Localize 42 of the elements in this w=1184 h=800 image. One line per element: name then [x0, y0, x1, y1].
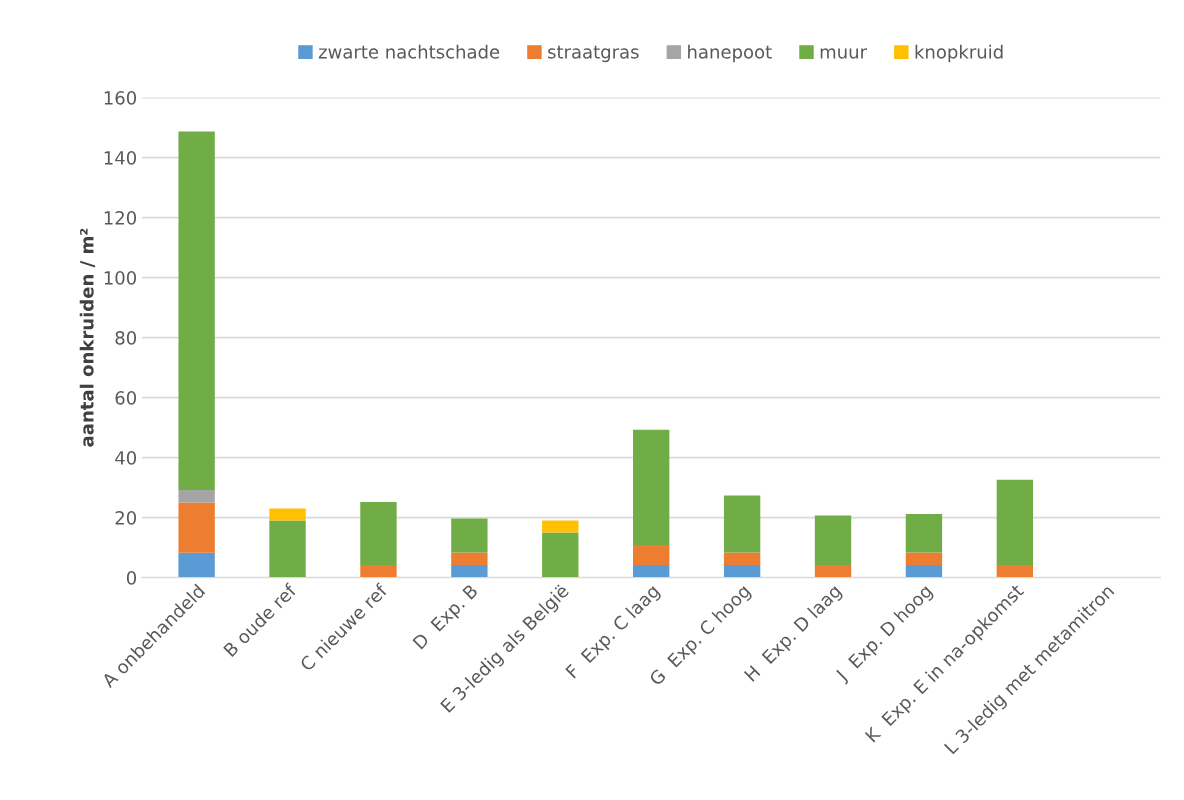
bar: [451, 552, 488, 565]
bar: [905, 565, 943, 578]
bar: [178, 131, 215, 490]
legend-label: straatgras: [548, 45, 639, 63]
y-tick-label: 40: [115, 451, 137, 465]
y-tick-label: 160: [104, 91, 137, 105]
x-tick-label: D Exp. B: [412, 583, 481, 653]
legend-label: zwarte nachtschade: [318, 44, 500, 59]
legend-label: hanepoot: [688, 44, 772, 63]
y-tick-label: 100: [104, 271, 137, 285]
y-tick-label: 80: [115, 331, 137, 345]
bar: [905, 514, 943, 553]
bar: [723, 565, 761, 578]
bar: [633, 429, 670, 545]
bar: [723, 495, 761, 553]
bar: [360, 565, 397, 578]
bar: [814, 565, 852, 578]
bar: [178, 502, 215, 553]
bar: [633, 565, 670, 578]
bar: [723, 552, 761, 565]
bar: [633, 544, 670, 565]
legend-label: muur: [820, 48, 868, 59]
bar: [996, 479, 1034, 565]
y-tick-label: 0: [126, 571, 137, 585]
bar: [178, 490, 215, 503]
bar: [542, 532, 579, 578]
bar: [269, 520, 306, 578]
y-tick-label: 60: [115, 391, 137, 405]
y-tick-label: 140: [104, 151, 137, 165]
y-tick-label: 20: [115, 511, 137, 525]
bar: [360, 502, 397, 565]
legend-label: knopkruid: [915, 44, 1003, 63]
y-tick-label: 120: [104, 211, 137, 225]
bar: [269, 508, 306, 521]
bar: [178, 552, 215, 578]
bar: [905, 552, 943, 565]
bar: [996, 565, 1034, 578]
bar: [542, 520, 579, 533]
y-axis-title: aantal onkruiden / m²: [79, 228, 96, 447]
bar: [814, 515, 852, 565]
bar: [451, 518, 488, 553]
bar: [451, 565, 488, 578]
